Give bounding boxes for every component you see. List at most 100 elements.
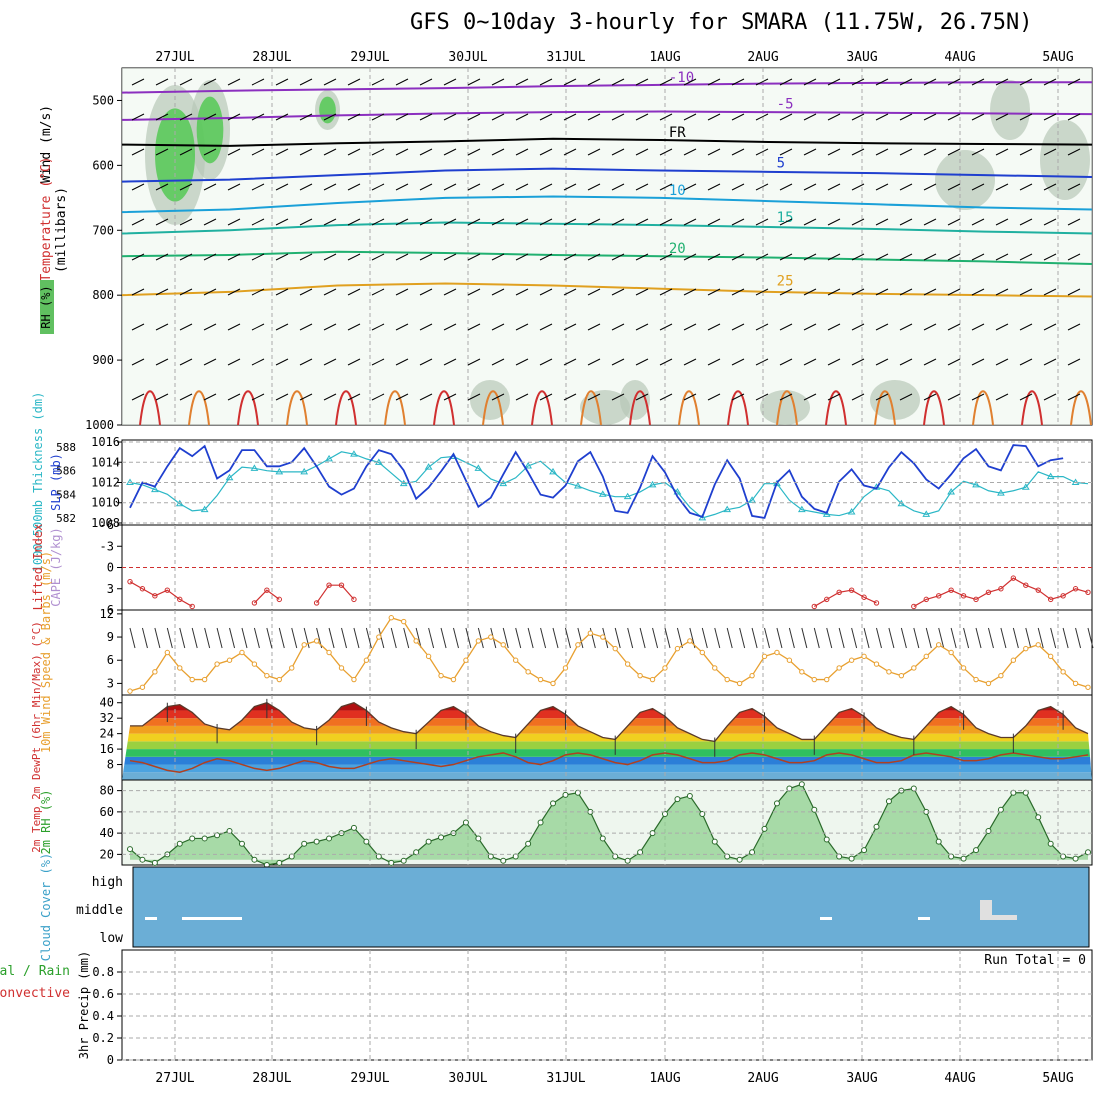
thickness-marker	[897, 499, 906, 507]
wind-marker	[338, 665, 345, 671]
wind-barb	[731, 113, 745, 121]
cloud-tick-high: high	[92, 875, 123, 890]
surface-wind-barb	[751, 627, 758, 649]
y-tick-label: 6	[107, 653, 114, 667]
thickness-marker	[797, 505, 806, 513]
wind-barb	[731, 253, 745, 261]
wind-marker	[438, 672, 444, 679]
rh-shading	[935, 150, 995, 210]
rh-marker	[935, 838, 942, 845]
wind-barb	[419, 358, 433, 366]
wind-barb	[251, 358, 265, 366]
warm-contour	[629, 390, 651, 426]
rh-marker	[127, 846, 133, 853]
rh-shading	[760, 390, 810, 425]
warm-contour	[482, 390, 504, 426]
temp-line	[130, 702, 1089, 743]
wind-barb	[227, 113, 241, 121]
wind-marker	[537, 676, 544, 683]
wind-barb	[827, 288, 841, 296]
rh-marker	[1035, 814, 1042, 821]
wind-barb	[299, 288, 313, 296]
wind-barb	[971, 113, 985, 121]
y-tick-label: 0.8	[92, 965, 114, 979]
rh-shading	[470, 380, 510, 420]
li-marker	[351, 596, 357, 603]
wind-barb	[899, 253, 913, 261]
wind-barb	[323, 288, 337, 296]
rh-marker	[711, 838, 718, 845]
wind-barb	[587, 288, 601, 296]
wind-barb	[467, 323, 481, 331]
wind-barb	[803, 253, 817, 261]
rh-marker	[525, 840, 532, 847]
wind-barb	[227, 288, 241, 296]
rh-label: 2m RH (%)	[39, 789, 53, 854]
upper-rh-swatch	[40, 280, 54, 334]
wind-barb	[371, 393, 385, 401]
wind-barb	[323, 113, 337, 121]
wind-barb	[491, 148, 505, 156]
wind-barb	[971, 358, 985, 366]
y-tick-label: 1000	[85, 418, 114, 432]
wind-barb	[443, 323, 457, 331]
y-tick-label: 12	[100, 607, 114, 621]
wind-marker	[214, 661, 220, 667]
wind-marker	[848, 657, 855, 663]
x-tick-label-top: 5AUG	[1042, 50, 1073, 65]
wind-barb	[443, 183, 457, 191]
wind-barb	[875, 253, 889, 261]
rh-marker	[388, 859, 395, 866]
wind-barb	[515, 253, 529, 261]
rh-marker	[550, 800, 557, 807]
wind-barb	[179, 183, 193, 191]
wind-barb	[491, 218, 505, 226]
wind-barb	[659, 253, 673, 261]
wind-barb	[1067, 113, 1081, 121]
wind-marker	[1023, 645, 1029, 652]
li-marker	[264, 587, 270, 593]
li-marker	[1072, 586, 1079, 592]
surface-wind-barb	[975, 627, 982, 649]
wind-barb	[1043, 358, 1057, 366]
wind-barb	[995, 183, 1009, 191]
surface-wind-barb	[701, 627, 708, 649]
wind-marker	[612, 645, 618, 652]
surface-wind-barb	[154, 627, 161, 649]
wind-barb	[155, 183, 169, 191]
wind-marker	[413, 638, 419, 644]
wind-barb	[659, 218, 673, 226]
thickness-marker	[1046, 472, 1055, 480]
rh-marker	[873, 823, 880, 830]
wind-barb	[779, 78, 793, 86]
cloud-tick-middle: middle	[76, 903, 123, 918]
wind-barb	[971, 148, 985, 156]
wind-barb	[347, 393, 361, 401]
wind-barb	[875, 218, 889, 226]
wind-barb	[851, 288, 865, 296]
rh-marker	[438, 834, 445, 841]
wind-barb	[323, 358, 337, 366]
wind-barb	[563, 113, 577, 121]
wind-barb	[827, 323, 841, 331]
li-marker	[911, 603, 917, 610]
wind-barb	[395, 393, 409, 401]
wind-barb	[539, 218, 553, 226]
wind-barb	[1067, 183, 1081, 191]
x-tick-label-bottom: 1AUG	[649, 1071, 680, 1086]
wind-barb	[659, 113, 673, 121]
li-line	[253, 589, 280, 604]
chart-title: GFS 0~10day 3-hourly for SMARA (11.75W, …	[410, 10, 1033, 35]
wind-barb	[563, 393, 577, 401]
rh-marker	[139, 856, 146, 863]
wind-barb	[275, 288, 289, 296]
thickness-marker	[150, 485, 159, 493]
rh-area	[130, 784, 1088, 865]
wind-barb	[875, 148, 889, 156]
upper-air-panel: -10 -5 FR 5 10 15 20 25 500 600 700 800 900 1000 27J…	[39, 50, 1093, 432]
wind-barb	[611, 183, 625, 191]
wind-barb	[827, 113, 841, 121]
surface-wind-barb	[801, 627, 808, 649]
wind-barb	[347, 148, 361, 156]
rh-marker	[599, 835, 606, 842]
